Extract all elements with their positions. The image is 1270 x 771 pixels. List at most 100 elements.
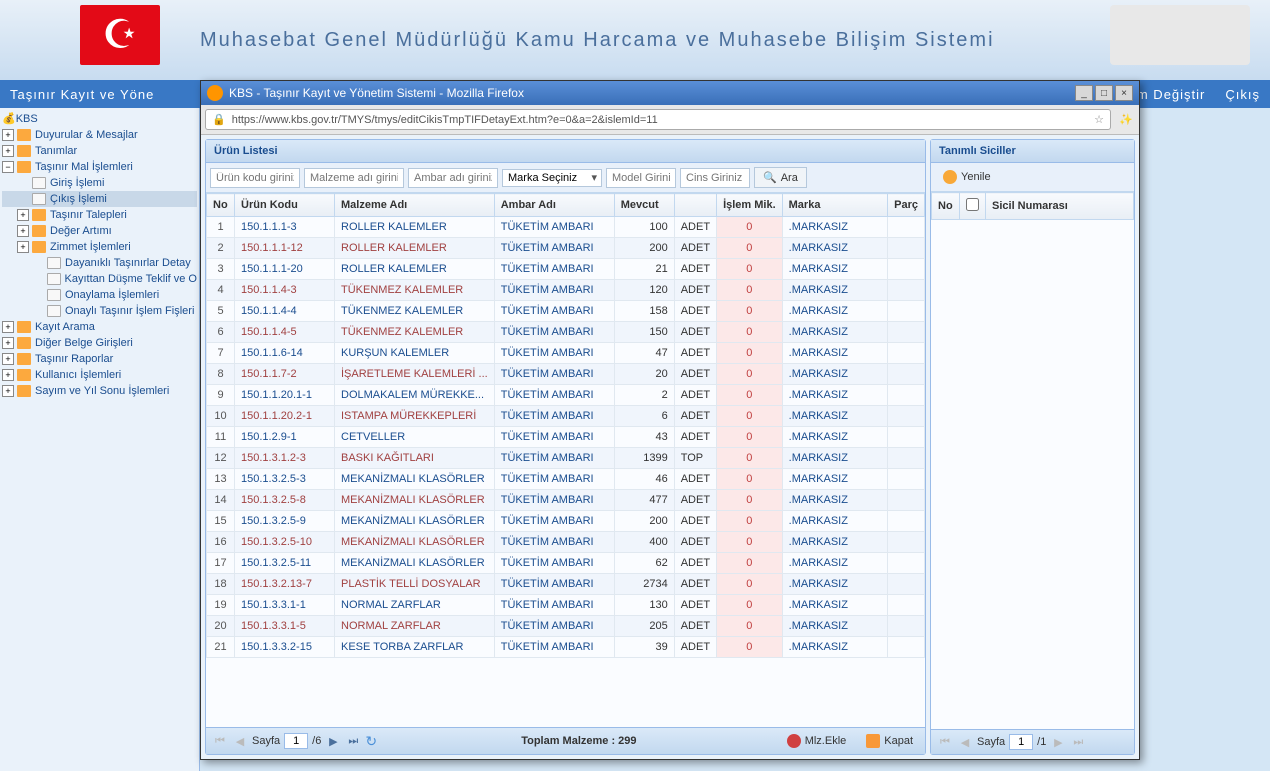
product-code-input[interactable] xyxy=(210,168,300,188)
type-input[interactable] xyxy=(680,168,750,188)
table-row[interactable]: 12150.1.3.1.2-3BASKI KAĞITLARITÜKETİM AM… xyxy=(207,448,925,469)
col-warehouse[interactable]: Ambar Adı xyxy=(494,194,614,217)
tree-toggle-icon[interactable]: + xyxy=(2,145,14,157)
popup-titlebar[interactable]: KBS - Taşınır Kayıt ve Yönetim Sistemi -… xyxy=(201,81,1139,105)
table-row[interactable]: 18150.1.3.2.13-7PLASTİK TELLİ DOSYALARTÜ… xyxy=(207,574,925,595)
table-row[interactable]: 3150.1.1.1-20ROLLER KALEMLERTÜKETİM AMBA… xyxy=(207,259,925,280)
table-row[interactable]: 5150.1.1.4-4TÜKENMEZ KALEMLERTÜKETİM AMB… xyxy=(207,301,925,322)
table-row[interactable]: 7150.1.1.6-14KURŞUN KALEMLERTÜKETİM AMBA… xyxy=(207,343,925,364)
change-session-link[interactable]: m Değiştir xyxy=(1137,87,1206,102)
table-row[interactable]: 6150.1.1.4-5TÜKENMEZ KALEMLERTÜKETİM AMB… xyxy=(207,322,925,343)
refresh-button[interactable]: Yenile xyxy=(935,167,999,187)
tree-item[interactable]: Giriş İşlemi xyxy=(2,175,197,191)
table-row[interactable]: 2150.1.1.1-12ROLLER KALEMLERTÜKETİM AMBA… xyxy=(207,238,925,259)
tree-label: Çıkış İşlemi xyxy=(50,193,107,205)
pager-page-input[interactable] xyxy=(284,733,308,749)
reg-col-sicil[interactable]: Sicil Numarası xyxy=(986,193,1134,220)
tree-item[interactable]: +Taşınır Raporlar xyxy=(2,351,197,367)
pager-next-button[interactable]: ▶ xyxy=(325,733,341,749)
product-list-panel: Ürün Listesi Marka Seçiniz 🔍Ara No Ürün … xyxy=(205,139,926,755)
table-row[interactable]: 1150.1.1.1-3ROLLER KALEMLERTÜKETİM AMBAR… xyxy=(207,217,925,238)
tree-item[interactable]: −Taşınır Mal İşlemleri xyxy=(2,159,197,175)
tree-toggle-icon[interactable]: + xyxy=(2,321,14,333)
reg-pager-first-button[interactable]: ⏮ xyxy=(937,734,953,750)
col-brand[interactable]: Marka xyxy=(782,194,888,217)
col-name[interactable]: Malzeme Adı xyxy=(335,194,495,217)
popup-window: KBS - Taşınır Kayıt ve Yönetim Sistemi -… xyxy=(200,80,1140,760)
tree-toggle-icon[interactable]: + xyxy=(17,225,29,237)
tree-item[interactable]: +Duyurular & Mesajlar xyxy=(2,127,197,143)
tree-item[interactable]: +Zimmet İşlemleri xyxy=(2,239,197,255)
tree-toggle-icon[interactable]: − xyxy=(2,161,14,173)
tree-item[interactable]: Onaylama İşlemleri xyxy=(2,287,197,303)
page-icon xyxy=(47,257,61,269)
tree-label: Kayıttan Düşme Teklif ve O xyxy=(65,273,197,285)
tree-item[interactable]: +Sayım ve Yıl Sonu İşlemleri xyxy=(2,383,197,399)
table-row[interactable]: 8150.1.1.7-2İŞARETLEME KALEMLERİ ...TÜKE… xyxy=(207,364,925,385)
maximize-button[interactable]: □ xyxy=(1095,85,1113,101)
tree-toggle-icon[interactable]: + xyxy=(2,337,14,349)
bookmark-icon[interactable]: ☆ xyxy=(1094,113,1104,126)
col-qty[interactable]: İşlem Mik. xyxy=(717,194,783,217)
brand-select[interactable]: Marka Seçiniz xyxy=(502,169,602,187)
table-row[interactable]: 11150.1.2.9-1CETVELLERTÜKETİM AMBARI43AD… xyxy=(207,427,925,448)
reg-pager-prev-button[interactable]: ◀ xyxy=(957,734,973,750)
table-row[interactable]: 13150.1.3.2.5-3MEKANİZMALI KLASÖRLERTÜKE… xyxy=(207,469,925,490)
table-row[interactable]: 14150.1.3.2.5-8MEKANİZMALI KLASÖRLERTÜKE… xyxy=(207,490,925,511)
tree-item[interactable]: +Kullanıcı İşlemleri xyxy=(2,367,197,383)
table-row[interactable]: 17150.1.3.2.5-11MEKANİZMALI KLASÖRLERTÜK… xyxy=(207,553,925,574)
table-row[interactable]: 9150.1.1.20.1-1DOLMAKALEM MÜREKKE...TÜKE… xyxy=(207,385,925,406)
tree-toggle-icon[interactable]: + xyxy=(2,353,14,365)
col-code[interactable]: Ürün Kodu xyxy=(235,194,335,217)
extension-icon[interactable]: ✨ xyxy=(1117,111,1135,129)
col-unit[interactable] xyxy=(674,194,716,217)
url-input[interactable]: 🔒 https://www.kbs.gov.tr/TMYS/tmys/editC… xyxy=(205,109,1111,130)
pager-refresh-button[interactable]: ↻ xyxy=(365,733,377,750)
tree-item[interactable]: +Kayıt Arama xyxy=(2,319,197,335)
tree-item[interactable]: Dayanıklı Taşınırlar Detay xyxy=(2,255,197,271)
table-row[interactable]: 21150.1.3.3.2-15KESE TORBA ZARFLARTÜKETİ… xyxy=(207,637,925,658)
col-part[interactable]: Parç xyxy=(888,194,925,217)
close-panel-button[interactable]: Kapat xyxy=(860,732,919,750)
table-row[interactable]: 4150.1.1.4-3TÜKENMEZ KALEMLERTÜKETİM AMB… xyxy=(207,280,925,301)
select-all-checkbox[interactable] xyxy=(966,198,979,211)
reg-pager-next-button[interactable]: ▶ xyxy=(1050,734,1066,750)
pager-first-button[interactable]: ⏮ xyxy=(212,733,228,749)
pager-prev-button[interactable]: ◀ xyxy=(232,733,248,749)
tree-item[interactable]: +Tanımlar xyxy=(2,143,197,159)
pager-last-button[interactable]: ⏭ xyxy=(345,733,361,749)
model-input[interactable] xyxy=(606,168,676,188)
table-row[interactable]: 19150.1.3.3.1-1NORMAL ZARFLARTÜKETİM AMB… xyxy=(207,595,925,616)
tree-item[interactable]: + Taşınır Talepleri xyxy=(2,207,197,223)
reg-pager-page-input[interactable] xyxy=(1009,734,1033,750)
table-row[interactable]: 15150.1.3.2.5-9MEKANİZMALI KLASÖRLERTÜKE… xyxy=(207,511,925,532)
reg-col-check[interactable] xyxy=(960,193,986,220)
tree-toggle-icon[interactable]: + xyxy=(17,209,29,221)
tree-toggle-icon[interactable]: + xyxy=(17,241,29,253)
tree-toggle-icon[interactable]: + xyxy=(2,369,14,381)
table-row[interactable]: 10150.1.1.20.2-1ISTAMPA MÜREKKEPLERİTÜKE… xyxy=(207,406,925,427)
tree-item[interactable]: +Diğer Belge Girişleri xyxy=(2,335,197,351)
exit-link[interactable]: Çıkış xyxy=(1225,87,1260,102)
tree-item[interactable]: Çıkış İşlemi xyxy=(2,191,197,207)
add-material-button[interactable]: Mlz.Ekle xyxy=(781,732,853,750)
tree-item[interactable]: Kayıttan Düşme Teklif ve O xyxy=(2,271,197,287)
tree-label: Taşınır Talepleri xyxy=(50,209,127,221)
reg-col-no[interactable]: No xyxy=(932,193,960,220)
tree-toggle-icon[interactable]: + xyxy=(2,385,14,397)
close-button[interactable]: × xyxy=(1115,85,1133,101)
page-icon xyxy=(32,177,46,189)
table-row[interactable]: 20150.1.3.3.1-5NORMAL ZARFLARTÜKETİM AMB… xyxy=(207,616,925,637)
table-row[interactable]: 16150.1.3.2.5-10MEKANİZMALI KLASÖRLERTÜK… xyxy=(207,532,925,553)
search-button[interactable]: 🔍Ara xyxy=(754,167,807,188)
col-stock[interactable]: Mevcut xyxy=(614,194,674,217)
tree-root[interactable]: 💰 KBS xyxy=(2,110,197,127)
tree-item[interactable]: +Değer Artımı xyxy=(2,223,197,239)
tree-item[interactable]: Onaylı Taşınır İşlem Fişleri xyxy=(2,303,197,319)
tree-toggle-icon[interactable]: + xyxy=(2,129,14,141)
minimize-button[interactable]: _ xyxy=(1075,85,1093,101)
material-name-input[interactable] xyxy=(304,168,404,188)
reg-pager-last-button[interactable]: ⏭ xyxy=(1070,734,1086,750)
col-no[interactable]: No xyxy=(207,194,235,217)
warehouse-input[interactable] xyxy=(408,168,498,188)
